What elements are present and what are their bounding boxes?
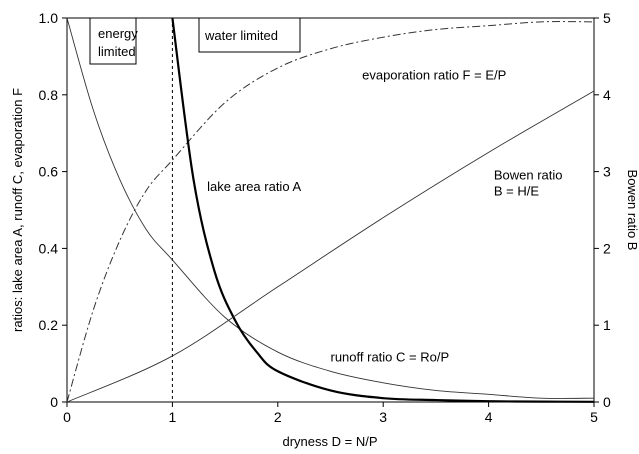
x-tick-label: 4 <box>485 409 493 425</box>
x-tick-label: 3 <box>379 409 387 425</box>
y2-axis-title: Bowen ratio B <box>625 170 639 251</box>
x-tick-label: 2 <box>274 409 282 425</box>
series-layer <box>66 17 595 403</box>
y2-tick-label: 3 <box>603 164 611 180</box>
series-bowen-ratio-b-h-e-line <box>66 90 595 403</box>
x-tick-label: 0 <box>63 409 71 425</box>
annotation-bowen-ratio: B = H/E <box>494 183 539 198</box>
region-water-limited-label: water limited <box>204 28 278 43</box>
series-runoff-ratio-c-ro-p-line <box>66 17 595 399</box>
y2-tick-label: 5 <box>603 10 611 26</box>
annotation-runoff-ratio-c-ro-p: runoff ratio C = Ro/P <box>331 350 450 365</box>
region-energy-limited-label: limited <box>98 44 136 59</box>
annotations-layer: evaporation ratio F = E/P lake area ratio… <box>207 67 562 364</box>
region-energy-limited-label: energy <box>98 26 138 41</box>
annotation-lake-area-ratio-a: lake area ratio A <box>207 179 301 194</box>
annotation-evaporation-ratio-f-e-p: evaporation ratio F = E/P <box>362 67 506 82</box>
regions-layer: energy limited water limited <box>89 17 301 402</box>
series-evaporation-ratio-f-e-p-line <box>66 21 595 403</box>
series-lake-area-ratio-a-line <box>171 17 595 403</box>
x-tick-label: 1 <box>169 409 177 425</box>
region-water-limited-box <box>198 17 301 53</box>
y-tick-label: 0.6 <box>39 164 59 180</box>
y-axis-title: ratios: lake area A, runoff C, evaporati… <box>10 88 25 332</box>
x-axis-title: dryness D = N/P <box>282 434 377 449</box>
y-tick-label: 0 <box>50 394 58 410</box>
annotation-bowen-ratio: Bowen ratio <box>494 167 563 182</box>
y-tick-label: 0.2 <box>39 317 59 333</box>
y-tick-label: 0.4 <box>39 240 59 256</box>
y-tick-label: 0.8 <box>39 87 59 103</box>
x-tick-label: 5 <box>590 409 598 425</box>
y-tick-label: 1.0 <box>39 10 59 26</box>
y2-tick-label: 0 <box>603 394 611 410</box>
y2-tick-label: 4 <box>603 87 611 103</box>
region-energy-limited-box <box>89 17 137 65</box>
y2-tick-label: 1 <box>603 317 611 333</box>
plot-frame <box>66 17 595 403</box>
y2-tick-label: 2 <box>603 240 611 256</box>
